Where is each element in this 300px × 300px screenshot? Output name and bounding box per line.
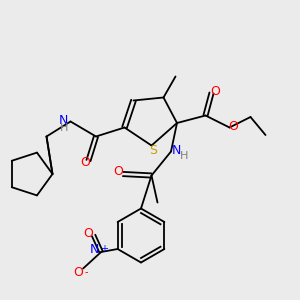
Text: H: H [179, 151, 188, 161]
Text: S: S [149, 144, 157, 158]
Text: N: N [90, 243, 99, 256]
Text: O: O [80, 156, 90, 170]
Text: O: O [228, 119, 238, 133]
Text: O: O [73, 266, 83, 279]
Text: O: O [114, 165, 123, 178]
Text: H: H [60, 123, 68, 133]
Text: N: N [172, 143, 181, 157]
Text: O: O [83, 226, 93, 240]
Text: O: O [210, 85, 220, 98]
Text: +: + [100, 244, 108, 254]
Text: N: N [59, 113, 69, 127]
Text: -: - [84, 267, 88, 277]
